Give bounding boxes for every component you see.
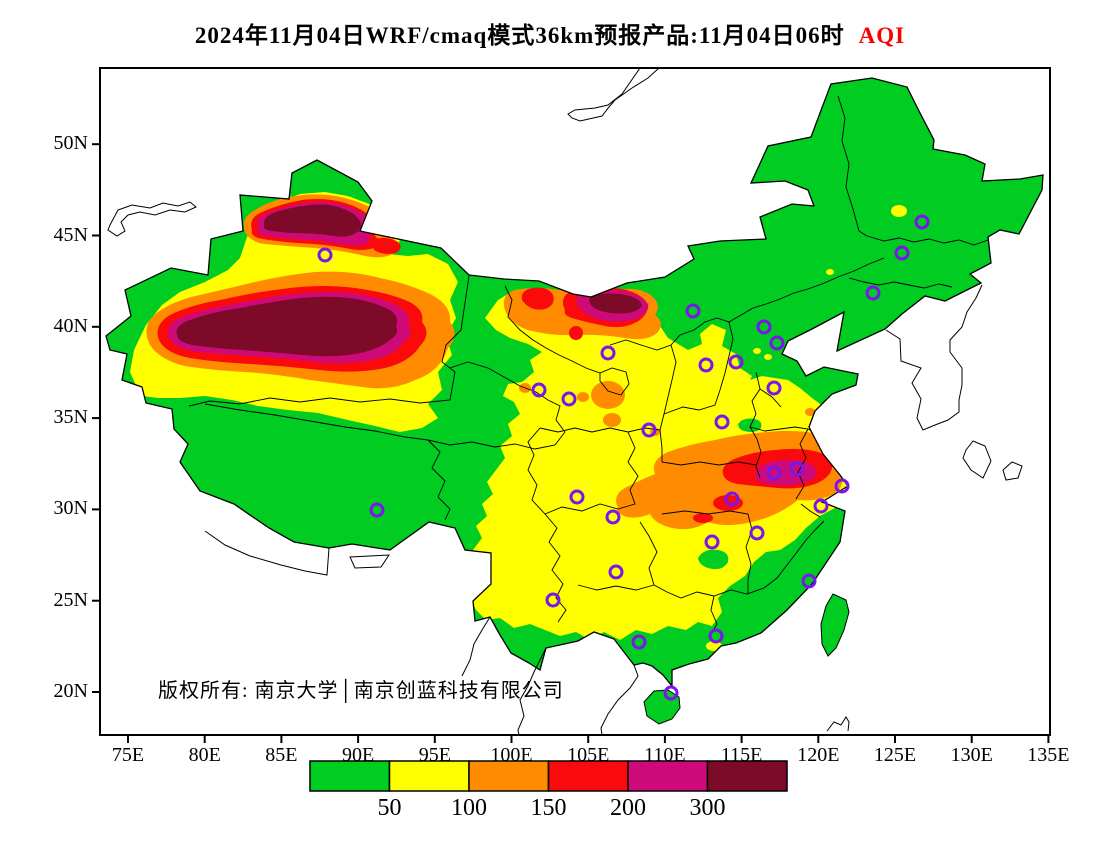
station-marker	[801, 573, 817, 589]
lon-tick-label: 80E	[188, 744, 221, 766]
station-marker	[685, 303, 701, 319]
plot-title-variable: AQI	[858, 23, 906, 48]
myanmar-border-outline	[461, 616, 491, 677]
japan-fragment-outline	[1002, 461, 1023, 481]
copyright-watermark: 版权所有: 南京大学│南京创蓝科技有限公司	[158, 680, 564, 702]
station-marker	[531, 382, 547, 398]
laos-border-outline	[517, 647, 547, 736]
taiwan-island	[820, 593, 850, 657]
lon-tick-label: 125E	[873, 744, 917, 766]
lat-tick-label: 45N	[53, 223, 88, 246]
colorbar-value-label: 50	[377, 795, 402, 821]
colorbar-segment	[547, 760, 629, 792]
station-marker	[766, 465, 782, 481]
colorbar-value-label: 150	[530, 795, 567, 821]
colorbar-value-label: 300	[689, 795, 726, 821]
aqi-colorbar	[309, 760, 788, 792]
lake-baikal-outline	[567, 67, 660, 122]
aqi-contour-fills	[130, 95, 989, 651]
station-marker	[545, 592, 561, 608]
kyushu-outline	[962, 440, 992, 479]
colorbar-value-label: 200	[610, 795, 646, 821]
station-marker	[789, 461, 805, 477]
station-marker	[631, 634, 647, 650]
lon-tick-label: 100E	[490, 744, 533, 766]
contour-level-300-maroon	[176, 204, 642, 357]
foreign-coastlines	[107, 67, 1023, 736]
station-marker	[561, 391, 577, 407]
lat-tick-label: 50N	[53, 132, 88, 155]
lon-tick-label: 115E	[720, 744, 763, 766]
station-marker	[749, 525, 765, 541]
bhutan-outline	[349, 554, 390, 569]
station-marker	[663, 685, 679, 701]
lat-tick-label: 20N	[53, 680, 88, 702]
lon-tick-label: 120E	[797, 744, 840, 766]
lake-balkhash-outline	[107, 201, 197, 237]
lat-tick-label: 40N	[53, 314, 88, 337]
lon-tick-label: 90E	[341, 744, 375, 766]
station-marker	[608, 564, 624, 580]
plot-title-main: 2024年11月04日WRF/cmaq模式36km预报产品:11月04日06时	[194, 23, 845, 48]
plot-frame	[99, 67, 1051, 736]
luzon-tip-outline	[826, 716, 850, 732]
station-marker	[865, 285, 881, 301]
lon-tick-label: 135E	[1027, 744, 1070, 766]
station-marker	[813, 498, 829, 514]
lon-tick-label: 110E	[644, 744, 686, 766]
station-marker	[724, 491, 740, 507]
lon-tick-label: 95E	[418, 744, 451, 766]
vietnam-coast-outline	[600, 664, 639, 736]
station-marker	[641, 422, 657, 438]
korea-outline	[885, 284, 983, 431]
station-marker	[769, 335, 785, 351]
plot-title: 2024年11月04日WRF/cmaq模式36km预报产品:11月04日06时 A…	[0, 16, 1100, 50]
colorbar-segment	[706, 760, 788, 792]
colorbar-segment	[627, 760, 709, 792]
lat-tick-label: 30N	[53, 497, 88, 520]
station-marker	[756, 319, 772, 335]
lon-tick-label: 85E	[265, 744, 298, 766]
nepal-border-outline	[204, 530, 330, 576]
china-border	[105, 77, 1044, 688]
station-marker	[708, 628, 724, 644]
lat-tick-label: 35N	[53, 406, 88, 429]
station-marker	[569, 489, 585, 505]
axis-ticks	[92, 143, 1050, 743]
lon-tick-label: 105E	[567, 744, 610, 766]
lon-tick-label: 75E	[111, 744, 145, 766]
station-marker	[714, 414, 730, 430]
station-marker	[317, 247, 333, 263]
station-marker	[766, 380, 782, 396]
station-marker	[834, 478, 850, 494]
station-marker	[605, 509, 621, 525]
station-markers	[317, 214, 930, 701]
station-marker	[704, 534, 720, 550]
station-marker	[369, 502, 385, 518]
station-marker	[728, 354, 744, 370]
lat-tick-label: 25N	[53, 588, 88, 611]
station-marker	[600, 345, 616, 361]
station-marker	[698, 357, 714, 373]
colorbar-segment	[309, 760, 391, 792]
station-marker	[914, 214, 930, 230]
colorbar-value-label: 100	[451, 795, 487, 821]
colorbar-segment	[468, 760, 550, 792]
station-marker	[894, 245, 910, 261]
lon-tick-label: 130E	[950, 744, 993, 766]
